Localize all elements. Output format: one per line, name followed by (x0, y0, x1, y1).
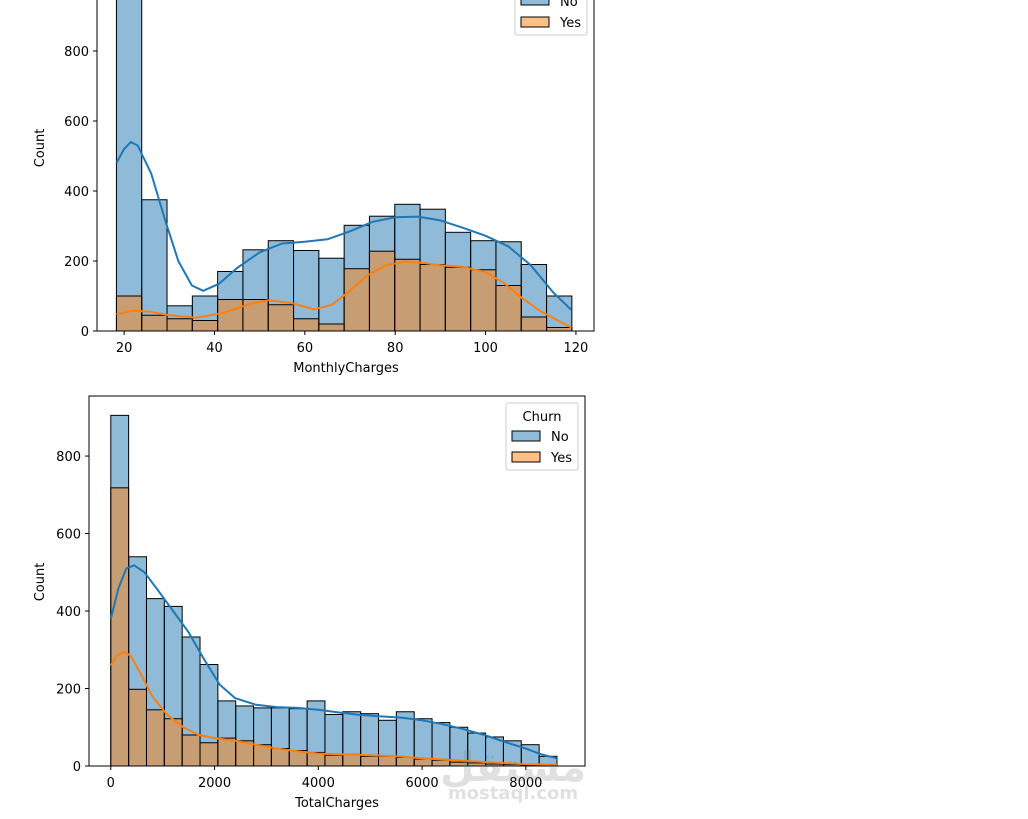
bar-yes-9 (343, 268, 370, 332)
bar-yes-9 (270, 748, 290, 767)
bar-yes-17 (546, 327, 573, 332)
kde-line-no (109, 564, 558, 760)
y-tick-label: 600 (56, 528, 81, 543)
totalcharges-axes: 0 2000 4000 6000 8000 0 200 400 600 800 (56, 395, 586, 791)
legend-swatch-no (520, 0, 550, 6)
bar-yes-16 (520, 316, 548, 332)
x-tick-label: 6000 (406, 776, 439, 791)
watermark-arabic: مستقل (440, 745, 586, 791)
legend-swatch-yes (511, 451, 541, 463)
legend-title: Churn (523, 410, 562, 425)
monthlycharges-axes: 2040608010012002004006008001000 (64, 0, 595, 356)
bar-yes-2 (166, 318, 193, 332)
bar-yes-7 (293, 318, 320, 332)
x-tick-label: 100 (473, 341, 498, 356)
bar-no-0 (115, 0, 143, 332)
plot-frame (96, 0, 595, 332)
bar-yes-1 (128, 688, 147, 767)
y-tick-label: 800 (64, 45, 89, 60)
monthlycharges-legend: No Yes (514, 0, 588, 36)
bar-yes-6 (217, 737, 237, 767)
monthlycharges-bars (115, 0, 573, 332)
x-tick-label: 20 (116, 341, 133, 356)
x-tick-label: 80 (387, 341, 404, 356)
legend-swatch-no (511, 430, 541, 442)
bar-yes-10 (368, 250, 396, 332)
x-tick-label: 120 (564, 341, 589, 356)
bar-yes-8 (318, 323, 345, 332)
bar-yes-12 (324, 754, 344, 767)
y-tick-label: 200 (64, 255, 89, 270)
bar-yes-5 (199, 742, 219, 767)
legend-label-no: No (551, 430, 569, 445)
kde-line-yes (109, 650, 558, 766)
totalcharges-legend: Churn No Yes (505, 402, 579, 471)
monthlycharges-x-axis-title: MonthlyCharges (293, 361, 399, 376)
kde-line-yes (116, 260, 572, 329)
y-tick-label: 600 (64, 115, 89, 130)
watermark-logo: مستقل mostaql.com (440, 745, 586, 804)
bar-yes-3 (191, 320, 219, 332)
x-tick-label: 0 (107, 776, 115, 791)
bar-yes-13 (444, 266, 472, 332)
bar-no-8 (318, 257, 345, 332)
bar-yes-2 (145, 709, 165, 767)
y-tick-label: 0 (81, 325, 89, 340)
legend-label-yes: Yes (559, 16, 581, 31)
totalcharges-x-axis-title: TotalCharges (294, 796, 379, 811)
legend-label-yes: Yes (550, 451, 572, 466)
totalcharges-bars (110, 414, 558, 767)
bar-yes-11 (394, 258, 421, 332)
bar-yes-15 (378, 755, 397, 767)
bar-yes-15 (495, 285, 522, 332)
monthlycharges-chart: 2040608010012002004006008001000 MonthlyC… (33, 0, 595, 376)
totalcharges-y-axis-title: Count (33, 563, 48, 602)
legend-swatch-yes (520, 16, 550, 28)
bar-yes-0 (110, 487, 130, 767)
legend-label-no: No (560, 0, 578, 10)
x-tick-label: 4000 (302, 776, 335, 791)
totalcharges-kde-lines (109, 564, 558, 766)
bar-yes-6 (267, 304, 295, 332)
bar-yes-12 (419, 264, 446, 332)
bar-no-1 (141, 199, 168, 332)
y-tick-label: 800 (56, 450, 81, 465)
x-tick-label: 8000 (509, 776, 542, 791)
x-tick-label: 40 (206, 341, 223, 356)
bar-yes-4 (217, 299, 244, 332)
bar-yes-17 (413, 758, 433, 767)
bar-yes-4 (181, 734, 201, 767)
bar-yes-3 (163, 718, 183, 767)
bar-yes-14 (470, 269, 497, 332)
y-tick-label: 400 (64, 185, 89, 200)
kde-line-no (115, 141, 573, 311)
totalcharges-chart: 0 2000 4000 6000 8000 0 200 400 600 800 TotalChar… (33, 395, 586, 811)
y-tick-label: 400 (56, 605, 81, 620)
bar-yes-13 (342, 753, 362, 767)
plot-frame (88, 395, 586, 767)
bar-yes-14 (360, 755, 380, 767)
y-tick-label: 0 (73, 760, 81, 775)
x-tick-label: 60 (297, 341, 314, 356)
x-tick-label: 2000 (198, 776, 231, 791)
y-tick-label: 200 (56, 683, 81, 698)
bar-yes-16 (395, 756, 415, 767)
monthlycharges-kde-lines (115, 141, 573, 329)
watermark-latin: mostaql.com (448, 783, 578, 804)
monthlycharges-y-axis-title: Count (33, 129, 48, 168)
bar-yes-1 (141, 314, 168, 332)
